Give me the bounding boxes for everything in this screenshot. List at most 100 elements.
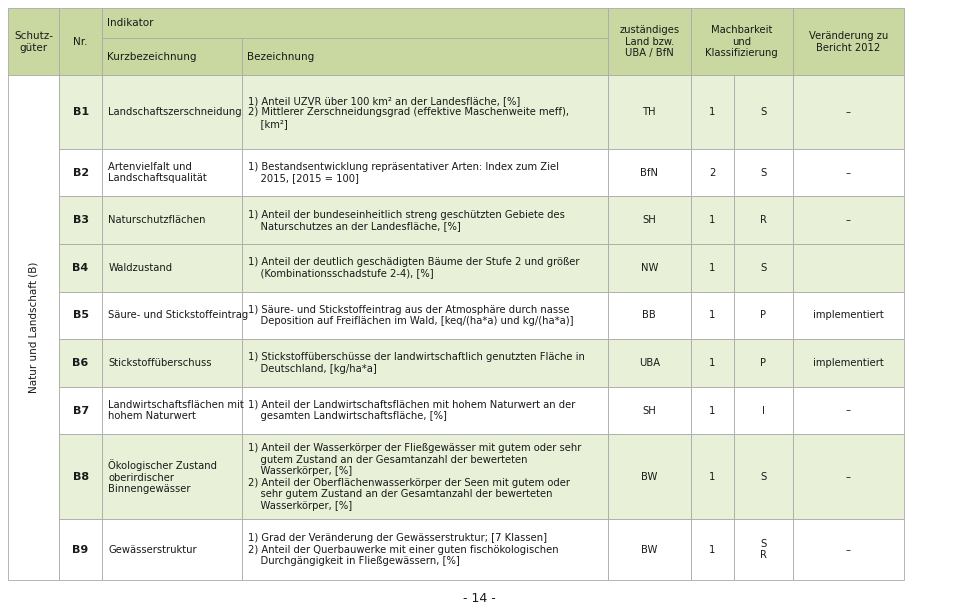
Bar: [608, 76, 690, 149]
Bar: [792, 434, 903, 519]
Text: B1: B1: [73, 107, 88, 117]
Text: S: S: [760, 107, 766, 117]
Text: 1: 1: [710, 405, 715, 416]
Bar: [103, 8, 608, 38]
Text: NW: NW: [641, 263, 658, 273]
Text: 1) Anteil der Landwirtschaftsflächen mit hohem Naturwert an der: 1) Anteil der Landwirtschaftsflächen mit…: [247, 400, 575, 410]
Text: implementiert: implementiert: [813, 311, 883, 320]
Bar: [734, 387, 792, 434]
Bar: [792, 149, 903, 196]
Bar: [792, 244, 903, 292]
Text: sehr gutem Zustand an der Gesamtanzahl der bewerteten: sehr gutem Zustand an der Gesamtanzahl d…: [247, 489, 552, 499]
Bar: [58, 387, 103, 434]
Text: Säure- und Stickstoffeintrag: Säure- und Stickstoffeintrag: [108, 311, 248, 320]
Bar: [58, 149, 103, 196]
Text: S: S: [760, 263, 766, 273]
Bar: [792, 387, 903, 434]
Text: 2: 2: [710, 168, 715, 178]
Text: S: S: [760, 168, 766, 178]
Bar: [8, 8, 58, 76]
Bar: [608, 339, 690, 387]
Text: S
R: S R: [760, 539, 767, 560]
Text: 1: 1: [710, 358, 715, 368]
Bar: [242, 149, 608, 196]
Bar: [242, 434, 608, 519]
Text: 1: 1: [710, 263, 715, 273]
Bar: [242, 196, 608, 244]
Text: B3: B3: [73, 215, 88, 225]
Text: 1: 1: [710, 107, 715, 117]
Bar: [608, 8, 690, 76]
Bar: [103, 38, 242, 76]
Text: 2) Mittlerer Zerschneidungsgrad (effektive Maschenweite meff),: 2) Mittlerer Zerschneidungsgrad (effekti…: [247, 107, 569, 117]
Bar: [58, 76, 103, 149]
Bar: [792, 76, 903, 149]
Bar: [103, 196, 242, 244]
Text: UBA: UBA: [639, 358, 660, 368]
Text: B8: B8: [73, 472, 88, 482]
Bar: [608, 434, 690, 519]
Text: BB: BB: [643, 311, 656, 320]
Bar: [103, 519, 242, 580]
Text: Landschaftszerschneidung: Landschaftszerschneidung: [108, 107, 242, 117]
Text: (Kombinationsschadstufe 2-4), [%]: (Kombinationsschadstufe 2-4), [%]: [247, 269, 433, 279]
Bar: [242, 38, 608, 76]
Text: Kurzbezeichnung: Kurzbezeichnung: [107, 52, 197, 62]
Text: B4: B4: [73, 263, 89, 273]
Bar: [103, 387, 242, 434]
Text: [km²]: [km²]: [247, 119, 288, 129]
Text: 1: 1: [710, 472, 715, 482]
Bar: [792, 292, 903, 339]
Text: - 14 -: - 14 -: [463, 592, 496, 605]
Bar: [242, 519, 608, 580]
Text: S: S: [760, 472, 766, 482]
Bar: [8, 76, 58, 580]
Bar: [103, 339, 242, 387]
Text: 1: 1: [710, 215, 715, 225]
Text: Gewässerstruktur: Gewässerstruktur: [108, 545, 197, 555]
Text: 1) Grad der Veränderung der Gewässerstruktur; [7 Klassen]: 1) Grad der Veränderung der Gewässerstru…: [247, 533, 547, 543]
Text: 1: 1: [710, 545, 715, 555]
Text: 1) Stickstoffüberschüsse der landwirtschaftlich genutzten Fläche in: 1) Stickstoffüberschüsse der landwirtsch…: [247, 352, 585, 362]
Bar: [792, 519, 903, 580]
Bar: [734, 76, 792, 149]
Bar: [103, 76, 242, 149]
Text: implementiert: implementiert: [813, 358, 883, 368]
Bar: [58, 196, 103, 244]
Text: gutem Zustand an der Gesamtanzahl der bewerteten: gutem Zustand an der Gesamtanzahl der be…: [247, 454, 527, 464]
Text: SH: SH: [643, 405, 656, 416]
Text: Landwirtschaftsflächen mit
hohem Naturwert: Landwirtschaftsflächen mit hohem Naturwe…: [108, 400, 244, 421]
Text: Ökologischer Zustand
oberirdischer
Binnengewässer: Ökologischer Zustand oberirdischer Binne…: [108, 459, 218, 494]
Bar: [734, 196, 792, 244]
Bar: [690, 76, 734, 149]
Bar: [734, 434, 792, 519]
Bar: [690, 519, 734, 580]
Bar: [58, 339, 103, 387]
Bar: [734, 519, 792, 580]
Text: B2: B2: [73, 168, 88, 178]
Text: Schutz-
güter: Schutz- güter: [14, 31, 53, 52]
Text: 1) Anteil der bundeseinheitlich streng geschützten Gebiete des: 1) Anteil der bundeseinheitlich streng g…: [247, 210, 565, 220]
Text: 1) Anteil der deutlich geschädigten Bäume der Stufe 2 und größer: 1) Anteil der deutlich geschädigten Bäum…: [247, 257, 579, 267]
Text: 2) Anteil der Oberflächenwasserkörper der Seen mit gutem oder: 2) Anteil der Oberflächenwasserkörper de…: [247, 478, 570, 488]
Text: BW: BW: [641, 545, 658, 555]
Text: R: R: [760, 215, 767, 225]
Text: Machbarkeit
und
Klassifizierung: Machbarkeit und Klassifizierung: [705, 25, 778, 58]
Bar: [608, 519, 690, 580]
Bar: [690, 196, 734, 244]
Text: Bezeichnung: Bezeichnung: [246, 52, 315, 62]
Text: 2015, [2015 = 100]: 2015, [2015 = 100]: [247, 173, 359, 183]
Bar: [690, 149, 734, 196]
Text: –: –: [846, 472, 851, 482]
Bar: [608, 149, 690, 196]
Text: –: –: [846, 215, 851, 225]
Text: B7: B7: [73, 405, 88, 416]
Bar: [608, 292, 690, 339]
Text: 1) Anteil der Wasserkörper der Fließgewässer mit gutem oder sehr: 1) Anteil der Wasserkörper der Fließgewä…: [247, 443, 581, 453]
Text: SH: SH: [643, 215, 656, 225]
Text: I: I: [761, 405, 764, 416]
Text: Indikator: Indikator: [107, 18, 153, 28]
Bar: [103, 434, 242, 519]
Bar: [792, 196, 903, 244]
Bar: [690, 292, 734, 339]
